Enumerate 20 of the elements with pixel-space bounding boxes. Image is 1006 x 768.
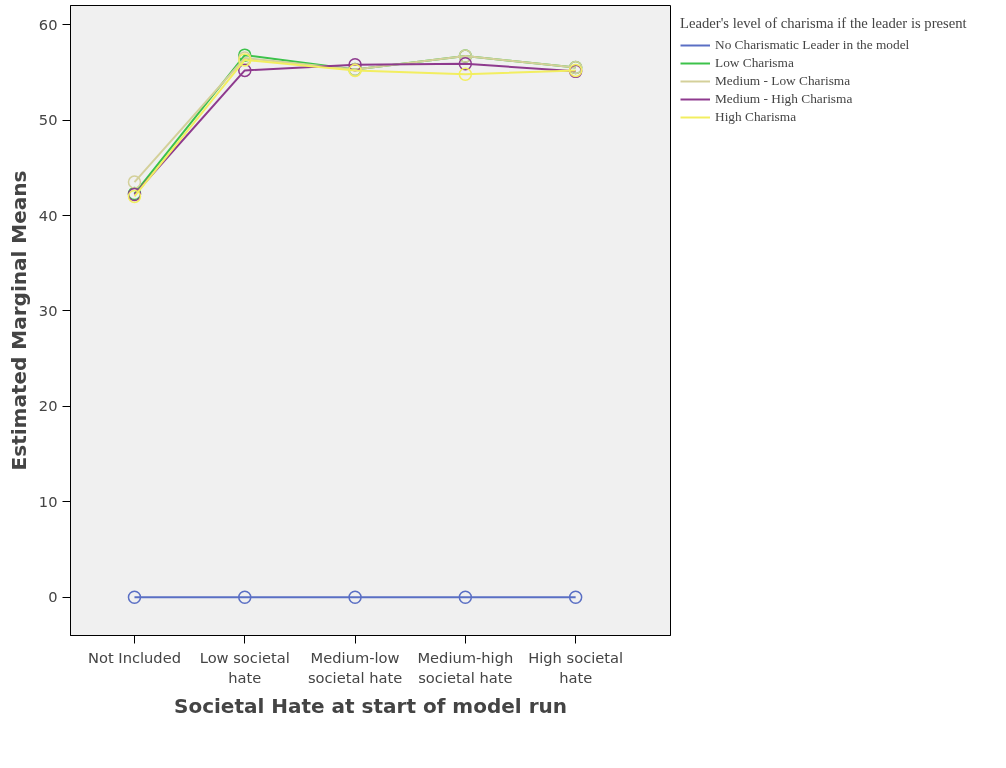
legend-label: High Charisma — [715, 109, 797, 125]
y-tick-label: 60 — [38, 15, 58, 33]
x-tick-label: Not Included — [87, 648, 181, 666]
legend-label: Low Charisma — [715, 55, 794, 71]
legend-label: Medium - High Charisma — [715, 91, 853, 107]
y-tick-label: 30 — [38, 301, 58, 319]
x-axis-title: Societal Hate at start of model run — [174, 693, 568, 718]
legend-title: Leader's level of charisma if the leader is present — [680, 15, 967, 32]
legend-label: No Charismatic Leader in the model — [715, 37, 910, 53]
y-tick-label: 50 — [38, 111, 58, 129]
x-tick-label: Medium-low societal hate — [307, 648, 403, 686]
y-tick-label: 0 — [48, 588, 58, 606]
x-tick-label: Low societal hate — [199, 648, 290, 686]
y-axis-title: Estimated Marginal Means — [6, 170, 31, 471]
y-tick-label: 20 — [38, 397, 58, 415]
y-tick-label: 10 — [38, 492, 58, 510]
y-tick-label: 40 — [38, 206, 58, 224]
x-tick-label: High societal hate — [528, 648, 624, 686]
x-tick-label: Medium-high societal hate — [417, 648, 514, 686]
legend-label: Medium - Low Charisma — [715, 73, 851, 89]
